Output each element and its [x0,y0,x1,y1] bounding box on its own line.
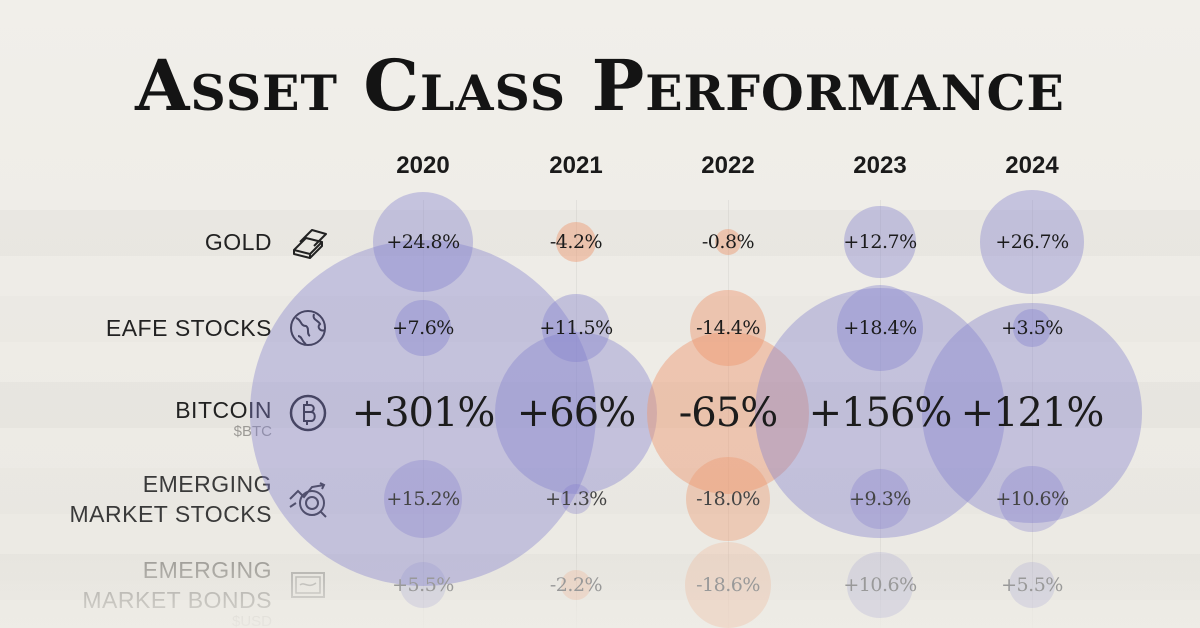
value-label: -14.4% [696,316,760,339]
value-bubble [847,552,913,618]
value-label: +11.5% [539,316,613,339]
value-bubble [980,190,1084,294]
value-label: -18.6% [696,573,760,596]
chart-title: Asset Class Performance [135,44,1065,127]
value-label: +5.5% [1001,573,1063,596]
year-header-2021: 2021 [549,152,603,179]
value-bubble [684,541,772,628]
value-label: +3.5% [1001,316,1063,339]
value-label: +5.5% [392,573,454,596]
value-bubble [837,285,923,371]
value-bubble [690,290,766,366]
value-bubble [1013,309,1051,347]
value-bubble [494,331,658,495]
value-bubble [249,239,597,587]
row-label: BITCOIN [175,397,272,423]
value-bubble [922,303,1142,523]
column-guide [1032,200,1033,628]
value-bubble [844,206,916,278]
value-label: +156% [808,390,953,436]
value-label: +66% [516,390,636,436]
value-bubble [373,192,473,292]
value-label: -0.8% [701,230,755,253]
value-label: +24.8% [386,230,460,253]
value-label: +7.6% [392,316,454,339]
value-label: +121% [960,390,1105,436]
globe-icon [290,310,326,346]
value-label: +10.6% [995,487,1069,510]
column-guide [880,200,881,628]
value-bubble [384,460,462,538]
value-label: +15.2% [386,487,460,510]
market-target-icon [289,482,327,518]
value-bubble [647,332,809,494]
value-bubble [999,466,1065,532]
value-bubble [395,300,451,356]
row-label: GOLD [204,229,272,255]
value-label: -18.0% [696,487,760,510]
value-label: +10.6% [843,573,917,596]
value-bubble [685,456,771,542]
value-label: +26.7% [995,230,1069,253]
value-bubble [542,294,610,362]
value-bubble [561,570,591,600]
year-header-2024: 2024 [1005,152,1059,179]
row-sublabel: $BTC [233,423,272,440]
value-label: +301% [351,390,496,436]
column-guide [576,200,577,628]
value-label: +1.3% [545,487,607,510]
value-label: +12.7% [843,230,917,253]
value-bubble [555,221,597,263]
row-label: EMERGING MARKET STOCKS [69,471,272,527]
value-bubble [715,229,741,255]
year-header-2023: 2023 [853,152,907,179]
year-header-2020: 2020 [396,152,450,179]
value-bubble [849,468,911,530]
value-label: -2.2% [549,573,603,596]
year-header-2022: 2022 [701,152,755,179]
value-label: +18.4% [843,316,917,339]
row-label: EAFE STOCKS [105,315,272,341]
bottom-fade [0,540,1200,628]
value-bubble [1008,561,1056,609]
column-guide [423,200,424,628]
column-guide [728,200,729,628]
value-label: -4.2% [549,230,603,253]
value-bubble [399,561,447,609]
value-bubble [755,288,1005,538]
gold-bars-icon [293,229,327,259]
value-label: +9.3% [849,487,911,510]
value-bubble [560,483,592,515]
bitcoin-icon [289,394,327,432]
value-label: -65% [678,390,778,436]
